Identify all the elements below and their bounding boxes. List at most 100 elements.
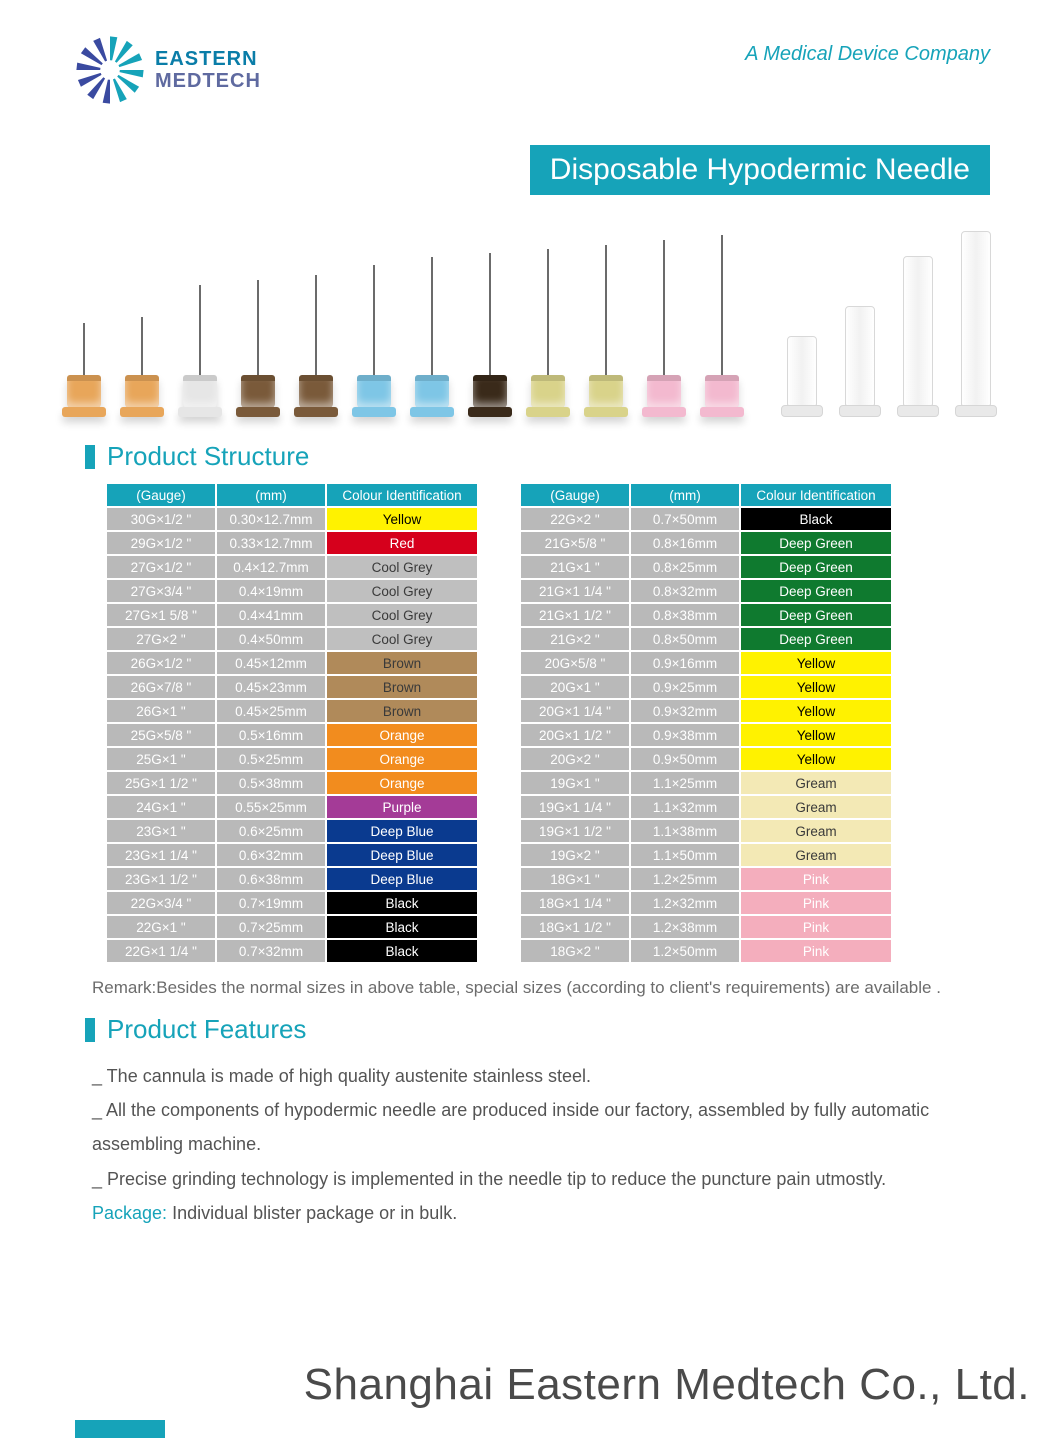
cell-gauge: 25G×1 " (107, 748, 215, 770)
cell-mm: 0.5×38mm (217, 772, 325, 794)
needle-icon (288, 275, 344, 417)
cell-colour: Brown (327, 700, 477, 722)
table-row: 21G×1 "0.8×25mmDeep Green (521, 556, 891, 578)
cell-gauge: 29G×1/2 " (107, 532, 215, 554)
table-row: 18G×1 1/2 "1.2×38mmPink (521, 916, 891, 938)
table-row: 23G×1 1/2 "0.6×38mmDeep Blue (107, 868, 477, 890)
needle-icon (404, 257, 460, 417)
table-row: 21G×2 "0.8×50mmDeep Green (521, 628, 891, 650)
cell-colour: Yellow (741, 724, 891, 746)
col-mm: (mm) (217, 484, 325, 506)
section-mark-icon (85, 445, 95, 469)
table-row: 21G×1 1/2 "0.8×38mmDeep Green (521, 604, 891, 626)
cell-colour: Cool Grey (327, 628, 477, 650)
cell-colour: Deep Green (741, 580, 891, 602)
footer-accent (75, 1420, 165, 1438)
cell-colour: Yellow (741, 652, 891, 674)
table-row: 23G×1 "0.6×25mmDeep Blue (107, 820, 477, 842)
cell-colour: Yellow (741, 700, 891, 722)
cell-mm: 1.2×32mm (631, 892, 739, 914)
cell-gauge: 18G×1 1/4 " (521, 892, 629, 914)
cell-colour: Orange (327, 748, 477, 770)
needle-cap-icon (832, 306, 888, 417)
table-row: 19G×1 1/2 "1.1×38mmGream (521, 820, 891, 842)
cell-gauge: 18G×1 1/2 " (521, 916, 629, 938)
cell-mm: 0.6×38mm (217, 868, 325, 890)
cell-gauge: 21G×1 " (521, 556, 629, 578)
cell-colour: Gream (741, 820, 891, 842)
cell-gauge: 20G×5/8 " (521, 652, 629, 674)
cell-gauge: 21G×1 1/2 " (521, 604, 629, 626)
cell-mm: 0.6×32mm (217, 844, 325, 866)
table-row: 22G×1 "0.7×25mmBlack (107, 916, 477, 938)
table-row: 19G×2 "1.1×50mmGream (521, 844, 891, 866)
cell-gauge: 19G×1 1/4 " (521, 796, 629, 818)
cell-colour: Deep Green (741, 604, 891, 626)
cell-gauge: 23G×1 " (107, 820, 215, 842)
cell-gauge: 21G×5/8 " (521, 532, 629, 554)
cell-gauge: 26G×1 " (107, 700, 215, 722)
cell-colour: Orange (327, 772, 477, 794)
cell-colour: Cool Grey (327, 580, 477, 602)
cell-gauge: 23G×1 1/4 " (107, 844, 215, 866)
cell-gauge: 21G×2 " (521, 628, 629, 650)
cell-gauge: 18G×1 " (521, 868, 629, 890)
cell-mm: 0.6×25mm (217, 820, 325, 842)
cell-mm: 1.1×25mm (631, 772, 739, 794)
cell-gauge: 19G×2 " (521, 844, 629, 866)
cell-mm: 0.5×25mm (217, 748, 325, 770)
table-row: 27G×1/2 "0.4×12.7mmCool Grey (107, 556, 477, 578)
cell-mm: 0.8×50mm (631, 628, 739, 650)
cell-colour: Gream (741, 844, 891, 866)
cell-colour: Black (327, 916, 477, 938)
table-row: 22G×2 "0.7×50mmBlack (521, 508, 891, 530)
table-row: 30G×1/2 "0.30×12.7mmYellow (107, 508, 477, 530)
table-row: 21G×5/8 "0.8×16mmDeep Green (521, 532, 891, 554)
cell-mm: 0.30×12.7mm (217, 508, 325, 530)
cell-mm: 0.4×12.7mm (217, 556, 325, 578)
needle-icon (230, 280, 286, 417)
cell-colour: Yellow (741, 676, 891, 698)
table-row: 29G×1/2 "0.33×12.7mmRed (107, 532, 477, 554)
col-mm: (mm) (631, 484, 739, 506)
table-row: 24G×1 "0.55×25mmPurple (107, 796, 477, 818)
title-bar: Disposable Hypodermic Needle (0, 115, 1060, 205)
cell-mm: 0.33×12.7mm (217, 532, 325, 554)
cell-colour: Black (327, 892, 477, 914)
cell-gauge: 27G×1/2 " (107, 556, 215, 578)
needle-icon (520, 249, 576, 417)
cell-gauge: 27G×3/4 " (107, 580, 215, 602)
table-row: 20G×1 1/2 "0.9×38mmYellow (521, 724, 891, 746)
table-row: 23G×1 1/4 "0.6×32mmDeep Blue (107, 844, 477, 866)
cell-mm: 0.45×12mm (217, 652, 325, 674)
cell-mm: 0.45×23mm (217, 676, 325, 698)
cell-colour: Yellow (741, 748, 891, 770)
cell-gauge: 22G×1 1/4 " (107, 940, 215, 962)
cell-colour: Yellow (327, 508, 477, 530)
burst-icon (75, 35, 145, 105)
cell-colour: Deep Blue (327, 868, 477, 890)
needle-icon (462, 253, 518, 417)
table-row: 26G×1/2 "0.45×12mmBrown (107, 652, 477, 674)
cell-mm: 0.8×38mm (631, 604, 739, 626)
remark-text: Remark:Besides the normal sizes in above… (0, 972, 1060, 1008)
cell-gauge: 22G×1 " (107, 916, 215, 938)
cell-gauge: 20G×1 1/2 " (521, 724, 629, 746)
package-label: Package: (92, 1203, 167, 1223)
cell-gauge: 20G×2 " (521, 748, 629, 770)
cell-colour: Brown (327, 676, 477, 698)
feature-item: _ Precise grinding technology is impleme… (92, 1162, 990, 1196)
cell-mm: 1.2×50mm (631, 940, 739, 962)
cell-gauge: 18G×2 " (521, 940, 629, 962)
cell-gauge: 27G×1 5/8 " (107, 604, 215, 626)
cell-mm: 1.2×25mm (631, 868, 739, 890)
cell-mm: 0.4×19mm (217, 580, 325, 602)
logo: EASTERN MEDTECH (75, 35, 261, 105)
cell-gauge: 22G×2 " (521, 508, 629, 530)
cell-colour: Black (327, 940, 477, 962)
cell-mm: 0.8×25mm (631, 556, 739, 578)
needle-icon (56, 323, 112, 417)
cell-mm: 1.2×38mm (631, 916, 739, 938)
needle-icon (636, 240, 692, 417)
cell-mm: 1.1×32mm (631, 796, 739, 818)
